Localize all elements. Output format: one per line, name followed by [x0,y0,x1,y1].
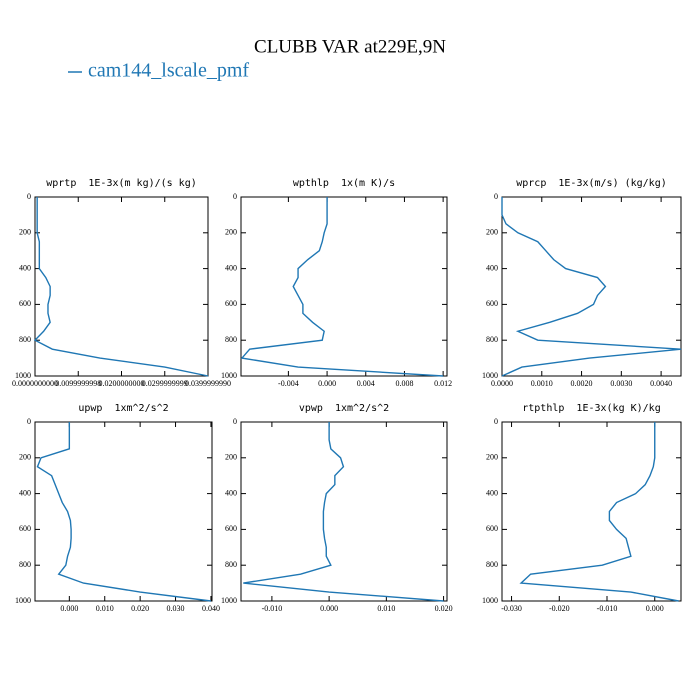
x-tick-label: 0.008 [395,379,413,388]
panel-title: wprcp 1E-3x(m/s) (kg/kg) [516,178,667,189]
x-tick-label: 0.0030 [610,379,632,388]
x-tick-label: 0.010 [96,604,114,613]
x-tick-label: -0.010 [262,604,283,613]
y-tick-label: 400 [225,488,237,497]
panel-title: upwp 1xm^2/s^2 [78,403,168,414]
y-tick-label: 600 [486,299,498,308]
x-tick-label: -0.020 [549,604,570,613]
y-tick-label: 200 [225,228,237,237]
y-tick-label: 0 [233,417,237,426]
x-tick-label: 0.0000 [491,379,513,388]
y-tick-label: 0 [233,192,237,201]
y-tick-label: 200 [225,453,237,462]
panel-title: wpthlp 1x(m K)/s [293,178,395,189]
x-tick-label: 0.000 [320,604,338,613]
y-tick-label: 200 [486,453,498,462]
plot-frame [501,196,682,377]
y-tick-label: 1000 [15,371,31,380]
y-tick-label: 200 [486,228,498,237]
data-line [243,422,444,602]
y-tick-label: 0 [27,192,31,201]
y-tick-label: 800 [19,335,31,344]
y-tick-label: 600 [19,524,31,533]
x-tick-label: -0.010 [597,604,618,613]
y-tick-label: 800 [225,560,237,569]
y-tick-label: 1000 [221,371,237,380]
y-tick-label: 600 [486,524,498,533]
plot-frame [34,421,213,602]
y-tick-label: 600 [225,524,237,533]
y-tick-label: 800 [486,560,498,569]
y-tick-label: 600 [225,299,237,308]
y-tick-label: 800 [19,560,31,569]
y-tick-label: 1000 [15,596,31,605]
x-tick-label: 0.0040 [650,379,672,388]
plot-frame [240,196,448,377]
data-line [240,197,444,377]
x-tick-label: 0.010 [377,604,395,613]
x-tick-label: 0.004 [357,379,375,388]
y-tick-label: 600 [19,299,31,308]
y-tick-label: 400 [19,488,31,497]
y-tick-label: 1000 [221,596,237,605]
x-tick-label: 0.0299999999 [142,379,188,388]
y-tick-label: 400 [19,263,31,272]
x-tick-label: 0.0010 [531,379,553,388]
x-tick-label: 0.020 [131,604,149,613]
y-tick-label: 400 [225,263,237,272]
x-tick-label: 0.000 [318,379,336,388]
panel-title: vpwp 1xm^2/s^2 [299,403,389,414]
x-tick-label: 0.0200000000 [99,379,145,388]
y-tick-label: 800 [486,335,498,344]
y-tick-label: 1000 [482,371,498,380]
figure-title: CLUBB VAR at229E,9N [254,36,446,57]
data-line [519,422,679,602]
x-tick-label: 0.030 [167,604,185,613]
x-tick-label: 0.0099999998 [55,379,101,388]
panel-title: rtpthlp 1E-3x(kg K)/kg [522,403,660,414]
x-tick-label: 0.0399999990 [185,379,231,388]
x-tick-label: 0.040 [202,604,220,613]
y-tick-label: 0 [494,417,498,426]
panel-title: wprtp 1E-3x(m kg)/(s kg) [46,178,197,189]
x-tick-label: 0.0020 [571,379,593,388]
x-tick-label: -0.004 [278,379,299,388]
y-tick-label: 200 [19,228,31,237]
legend-label: cam144_lscale_pmf [88,60,249,82]
y-tick-label: 200 [19,453,31,462]
y-tick-label: 1000 [482,596,498,605]
y-tick-label: 0 [27,417,31,426]
x-tick-label: 0.000 [60,604,78,613]
x-tick-label: 0.000 [646,604,664,613]
x-tick-label: 0.020 [435,604,453,613]
plot-frame [501,421,682,602]
x-tick-label: 0.012 [434,379,452,388]
x-tick-label: 0.0000000000 [12,379,58,388]
data-line [36,422,212,602]
plot-frame [240,421,448,602]
y-tick-label: 400 [486,488,498,497]
y-tick-label: 800 [225,335,237,344]
y-tick-label: 400 [486,263,498,272]
x-tick-label: -0.030 [501,604,522,613]
y-tick-label: 0 [494,192,498,201]
data-line [33,197,209,377]
data-line [501,197,682,377]
